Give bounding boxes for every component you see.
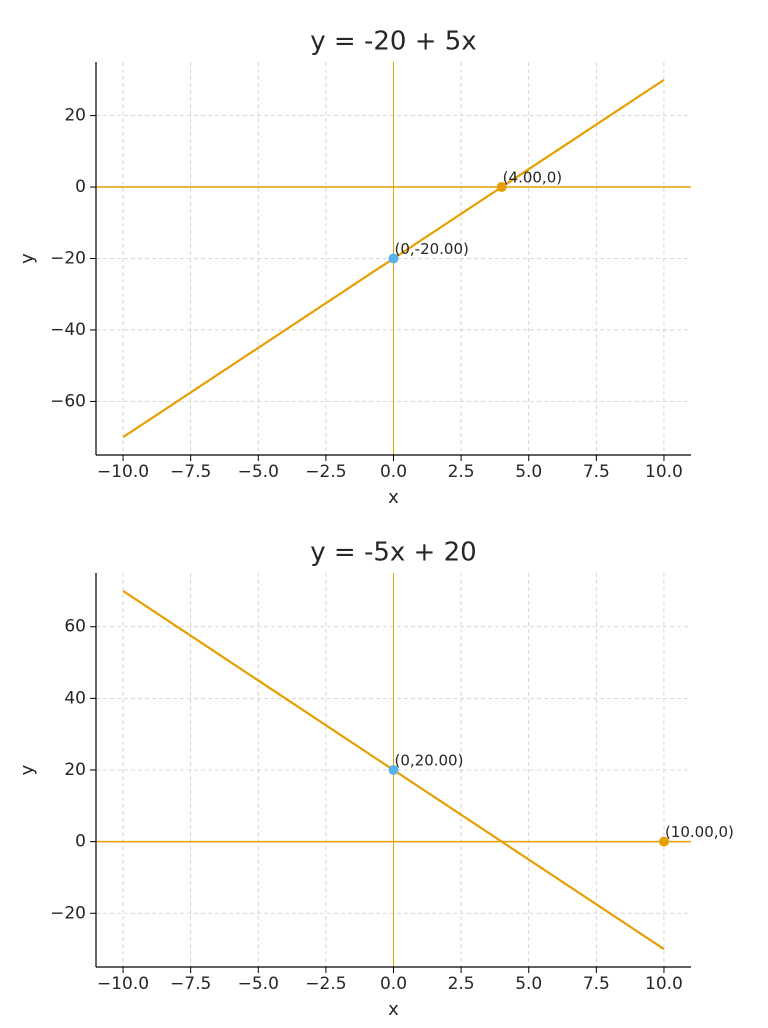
x-tick-label: 5.0: [515, 462, 542, 482]
x-tick-label: 10.0: [645, 462, 683, 482]
point-label: (4.00,0): [503, 169, 562, 187]
x-tick-label: −5.0: [238, 462, 279, 482]
x-tick-label: −2.5: [305, 462, 346, 482]
subplot: y = -20 + 5x x y −10.0 −7.5 −5.0 −2.5 0.0 2.5 5.0…: [17, 27, 691, 508]
subplot: y = -5x + 20 x y −10.0 −7.5 −5.0 −2.5 0.0 2.5 5.0…: [17, 538, 734, 1021]
x-tick-label: 7.5: [583, 462, 610, 482]
x-tick-label: −2.5: [305, 974, 346, 994]
x-tick-label: 7.5: [583, 974, 610, 994]
x-tick-label: −7.5: [170, 974, 211, 994]
point: [388, 253, 399, 264]
y-tick-label: −60: [50, 391, 86, 411]
point-label: (0,20.00): [395, 752, 464, 770]
point: [658, 836, 669, 847]
y-axis-label: y: [17, 253, 38, 264]
x-tick-label: 2.5: [448, 462, 475, 482]
chart-title: y = -20 + 5x: [310, 27, 476, 57]
x-tick-label: 0.0: [380, 462, 407, 482]
y-tick-label: −40: [50, 320, 86, 340]
y-axis-label: y: [17, 764, 38, 775]
x-axis-label: x: [388, 487, 399, 508]
y-tick-label: 40: [64, 688, 86, 708]
y-tick-label: 0: [75, 832, 86, 852]
chart-title: y = -5x + 20: [310, 538, 476, 568]
y-tick-label: −20: [50, 249, 86, 269]
point-label: (0,-20.00): [395, 240, 469, 258]
x-tick-label: −5.0: [238, 974, 279, 994]
y-tick-label: 0: [75, 177, 86, 197]
y-tick-label: 20: [64, 760, 86, 780]
y-tick-label: 20: [64, 106, 86, 126]
y-tick-label: 60: [64, 617, 86, 637]
point-label: (10.00,0): [665, 823, 734, 841]
point: [388, 765, 399, 775]
x-axis-label: x: [388, 999, 399, 1020]
x-tick-label: −10.0: [97, 974, 149, 994]
point: [496, 182, 507, 193]
x-tick-label: 0.0: [380, 974, 407, 994]
y-tick-label: −20: [50, 903, 86, 923]
x-tick-label: 5.0: [515, 974, 542, 994]
x-tick-label: 2.5: [448, 974, 475, 994]
x-tick-label: −7.5: [170, 462, 211, 482]
x-tick-label: 10.0: [645, 974, 683, 994]
x-tick-label: −10.0: [97, 462, 149, 482]
